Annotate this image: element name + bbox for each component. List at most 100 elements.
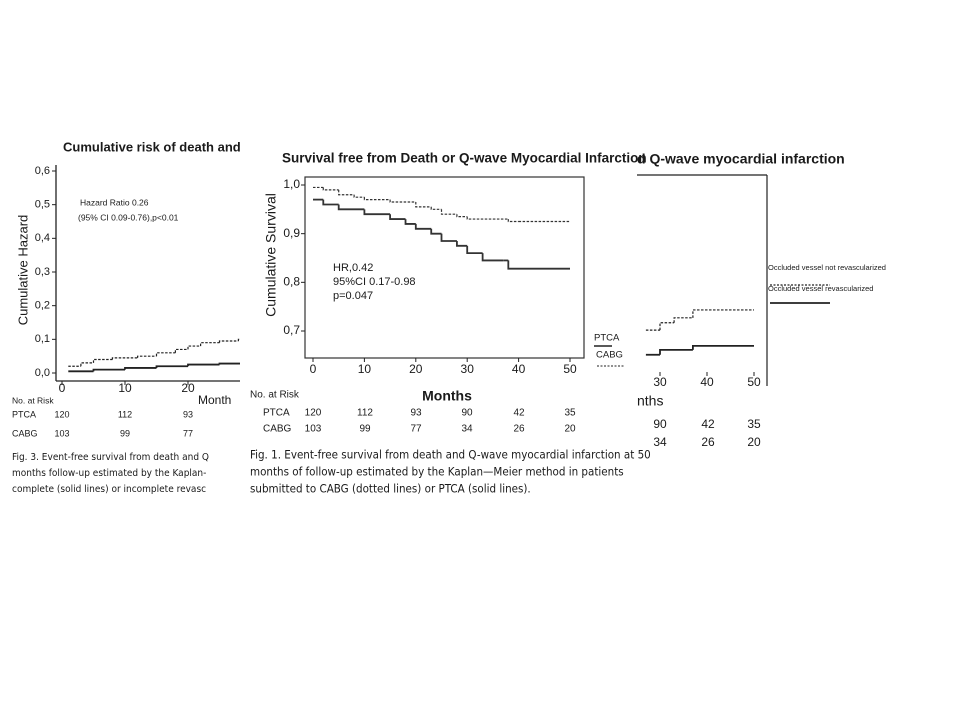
risk-row-label: PTCA	[12, 409, 36, 419]
risk-value: 26	[513, 424, 525, 435]
x-tick-label: 10	[358, 362, 372, 376]
risk-value: 93	[183, 409, 193, 419]
risk-value: 120	[305, 408, 322, 419]
figure-background	[240, 140, 592, 436]
step-segment	[111, 357, 138, 360]
y-tick-label: 0,8	[283, 275, 300, 289]
step-segment	[692, 309, 754, 318]
risk-row-label: CABG	[263, 424, 292, 435]
x-tick-label: 30	[461, 362, 475, 376]
step-segment	[456, 240, 468, 247]
x-tick-label: 50	[563, 362, 577, 376]
step-segment	[430, 228, 442, 235]
figure: Survival free from Death or Q-wave Myoca…	[240, 140, 651, 502]
step-segment	[155, 365, 188, 368]
step-segment	[414, 223, 432, 230]
risk-value: 42	[513, 408, 525, 419]
step-segment	[155, 352, 176, 357]
chart-title: d Q-wave myocardial infarction	[637, 151, 845, 167]
x-tick-label: 40	[700, 375, 714, 389]
x-tick-label: 0	[310, 362, 317, 376]
annotation: 95%CI 0.17-0.98	[333, 276, 416, 288]
x-tick-label: 10	[118, 381, 132, 395]
risk-value: 35	[564, 408, 576, 419]
risk-value: 20	[747, 435, 761, 449]
x-tick-label: 0	[59, 381, 66, 395]
risk-value: 34	[653, 435, 667, 449]
y-axis-label: Cumulative Hazard	[15, 215, 30, 326]
legend-label: Occluded vessel not revascularized	[768, 263, 886, 272]
step-segment	[659, 348, 693, 355]
figure: Cumulative risk of death and C 0,0 0,1 0,2 0…	[12, 139, 254, 495]
step-segment	[322, 199, 339, 206]
annotation: (95% CI 0.09-0.76),p<0.01	[78, 212, 179, 222]
step-segment	[187, 345, 201, 350]
step-segment	[124, 367, 157, 370]
risk-title: No. at Risk	[12, 395, 54, 405]
step-segment	[218, 340, 239, 343]
risk-value: 112	[118, 409, 132, 419]
step-segment	[137, 355, 157, 358]
risk-value: 103	[305, 424, 322, 435]
y-tick-label: 0,2	[35, 300, 50, 312]
x-axis-label: nths	[637, 393, 663, 409]
x-tick-label: 20	[409, 362, 423, 376]
step-segment	[363, 209, 391, 216]
risk-value: 34	[461, 424, 473, 435]
step-segment	[404, 219, 416, 225]
risk-value: 99	[120, 428, 130, 438]
risk-value: 42	[701, 417, 715, 431]
step-segment	[337, 204, 365, 211]
risk-value: 26	[701, 435, 715, 449]
annotation: Hazard Ratio 0.26	[80, 197, 149, 207]
x-tick-label: 20	[181, 381, 195, 395]
risk-value: 20	[564, 424, 576, 435]
y-tick-label: 0,4	[35, 232, 50, 244]
y-tick-label: 0,0	[35, 367, 50, 379]
step-segment	[507, 219, 519, 223]
caption-line: months follow-up estimated by the Kaplan…	[12, 468, 206, 479]
risk-value: 103	[54, 428, 69, 438]
risk-row-label: PTCA	[263, 408, 290, 419]
y-tick-label: 0,5	[35, 199, 50, 211]
annotation: p=0.047	[333, 290, 373, 302]
step-segment	[322, 187, 339, 191]
figure-background	[240, 430, 635, 502]
step-segment	[80, 362, 94, 367]
x-axis-label: Months	[422, 388, 472, 404]
step-segment	[218, 362, 240, 365]
x-tick-label: 30	[653, 375, 667, 389]
risk-table: No. at Risk PTCA 120 112 93 90 42 35 CABG 103 99 77…	[250, 390, 576, 435]
step-segment	[659, 322, 675, 331]
step-segment	[456, 214, 468, 218]
step-segment	[389, 199, 416, 203]
figure: d Q-wave myocardial infarction 30 40 50 nths…	[594, 151, 886, 449]
step-segment	[92, 368, 125, 372]
y-tick-label: 0,1	[35, 333, 50, 345]
risk-value: 90	[653, 417, 667, 431]
y-tick-label: 0,3	[35, 266, 50, 278]
chart-title: Cumulative risk of death and C	[63, 139, 254, 154]
risk-value: 120	[54, 409, 69, 419]
risk-title: No. at Risk	[250, 390, 300, 401]
risk-value: 77	[183, 428, 193, 438]
caption-line: Fig. 1. Event-free survival from death a…	[250, 448, 651, 462]
x-axis-label: Month	[198, 393, 231, 407]
risk-value: 77	[410, 424, 422, 435]
y-tick-label: 0,6	[35, 165, 50, 177]
risk-value: 99	[359, 424, 371, 435]
step-segment	[187, 363, 220, 367]
caption-line: Fig. 3. Event-free survival from death a…	[12, 452, 209, 463]
step-segment	[338, 189, 355, 196]
group-label: CABG	[596, 350, 623, 361]
plot-frame	[304, 176, 585, 359]
step-segment	[440, 209, 457, 215]
group-label: PTCA	[594, 333, 620, 344]
risk-row-label: CABG	[12, 428, 38, 438]
step-segment	[92, 358, 113, 363]
step-segment	[389, 214, 406, 220]
legend-label: Occluded vessel revascularized	[768, 284, 873, 293]
step-segment	[466, 245, 483, 255]
risk-value: 93	[410, 408, 422, 419]
